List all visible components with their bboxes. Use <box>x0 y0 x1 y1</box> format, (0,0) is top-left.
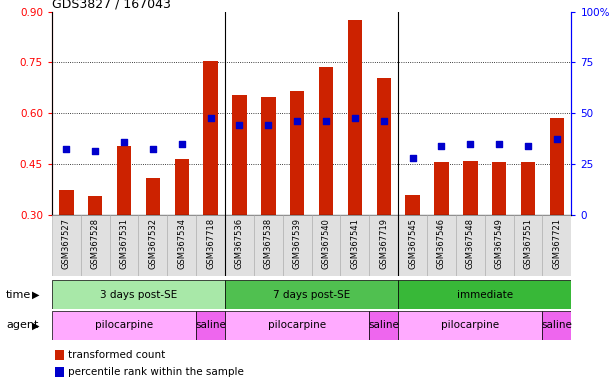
Bar <box>456 215 485 276</box>
Point <box>119 139 129 145</box>
Point <box>523 142 533 149</box>
Bar <box>312 215 340 276</box>
Text: pilocarpine: pilocarpine <box>441 320 499 331</box>
Text: transformed count: transformed count <box>68 350 165 360</box>
Bar <box>369 215 398 276</box>
Bar <box>543 311 571 340</box>
Bar <box>254 215 283 276</box>
Text: ▶: ▶ <box>32 320 40 331</box>
Bar <box>261 97 276 215</box>
Point <box>466 141 475 147</box>
Text: GSM367531: GSM367531 <box>120 218 128 269</box>
Text: agent: agent <box>6 320 38 331</box>
Bar <box>167 215 196 276</box>
Text: GSM367548: GSM367548 <box>466 218 475 269</box>
Bar <box>225 215 254 276</box>
Point <box>379 118 389 124</box>
Text: GSM367540: GSM367540 <box>321 218 331 269</box>
Bar <box>434 162 448 215</box>
Bar <box>145 178 160 215</box>
Bar <box>54 351 64 360</box>
Text: 3 days post-SE: 3 days post-SE <box>100 290 177 300</box>
Text: GSM367721: GSM367721 <box>552 218 562 269</box>
Bar <box>427 215 456 276</box>
Bar <box>59 190 73 215</box>
Point <box>235 122 244 128</box>
Bar <box>139 215 167 276</box>
Bar <box>405 195 420 215</box>
Text: GSM367534: GSM367534 <box>177 218 186 269</box>
Bar <box>376 78 391 215</box>
Bar <box>398 280 571 309</box>
Bar <box>290 91 304 215</box>
Bar <box>283 215 312 276</box>
Bar <box>117 146 131 215</box>
Bar <box>463 161 478 215</box>
Text: GSM367541: GSM367541 <box>350 218 359 269</box>
Text: percentile rank within the sample: percentile rank within the sample <box>68 367 243 377</box>
Point <box>350 115 360 121</box>
Point <box>263 122 273 128</box>
Point <box>292 118 302 124</box>
Bar <box>196 311 225 340</box>
Bar <box>52 215 81 276</box>
Text: GSM367539: GSM367539 <box>293 218 302 269</box>
Text: GSM367536: GSM367536 <box>235 218 244 269</box>
Text: GDS3827 / 167043: GDS3827 / 167043 <box>52 0 171 10</box>
Point <box>494 141 504 147</box>
Bar <box>550 118 564 215</box>
Point <box>206 115 216 121</box>
Text: time: time <box>6 290 31 300</box>
Bar <box>543 215 571 276</box>
Point <box>177 141 187 147</box>
Point <box>437 142 447 149</box>
Point <box>62 146 71 152</box>
Text: GSM367528: GSM367528 <box>90 218 100 269</box>
Point <box>321 118 331 124</box>
Bar <box>175 159 189 215</box>
Text: GSM367719: GSM367719 <box>379 218 388 269</box>
Bar <box>492 162 507 215</box>
Text: GSM367718: GSM367718 <box>206 218 215 269</box>
Bar <box>52 311 196 340</box>
Bar <box>225 280 398 309</box>
Bar <box>398 311 543 340</box>
Text: GSM367545: GSM367545 <box>408 218 417 269</box>
Bar <box>81 215 109 276</box>
Bar <box>485 215 514 276</box>
Text: GSM367549: GSM367549 <box>495 218 503 269</box>
Text: saline: saline <box>541 320 573 331</box>
Text: GSM367527: GSM367527 <box>62 218 71 269</box>
Text: saline: saline <box>195 320 226 331</box>
Bar <box>369 311 398 340</box>
Bar <box>109 215 139 276</box>
Text: pilocarpine: pilocarpine <box>268 320 326 331</box>
Bar <box>521 162 535 215</box>
Bar <box>398 215 427 276</box>
Bar <box>348 20 362 215</box>
Text: GSM367538: GSM367538 <box>264 218 273 269</box>
Point <box>90 147 100 154</box>
Text: GSM367546: GSM367546 <box>437 218 446 269</box>
Text: saline: saline <box>368 320 399 331</box>
Point <box>408 155 417 161</box>
Bar <box>203 61 218 215</box>
Text: GSM367532: GSM367532 <box>148 218 158 269</box>
Bar <box>88 196 103 215</box>
Point <box>552 136 562 142</box>
Bar <box>340 215 369 276</box>
Point <box>148 146 158 152</box>
Text: GSM367551: GSM367551 <box>524 218 533 269</box>
Bar <box>319 68 333 215</box>
Text: pilocarpine: pilocarpine <box>95 320 153 331</box>
Text: immediate: immediate <box>456 290 513 300</box>
Bar <box>52 280 225 309</box>
Bar <box>514 215 543 276</box>
Bar <box>232 94 247 215</box>
Text: 7 days post-SE: 7 days post-SE <box>273 290 350 300</box>
Bar <box>225 311 369 340</box>
Bar <box>196 215 225 276</box>
Text: ▶: ▶ <box>32 290 40 300</box>
Bar <box>54 367 64 377</box>
